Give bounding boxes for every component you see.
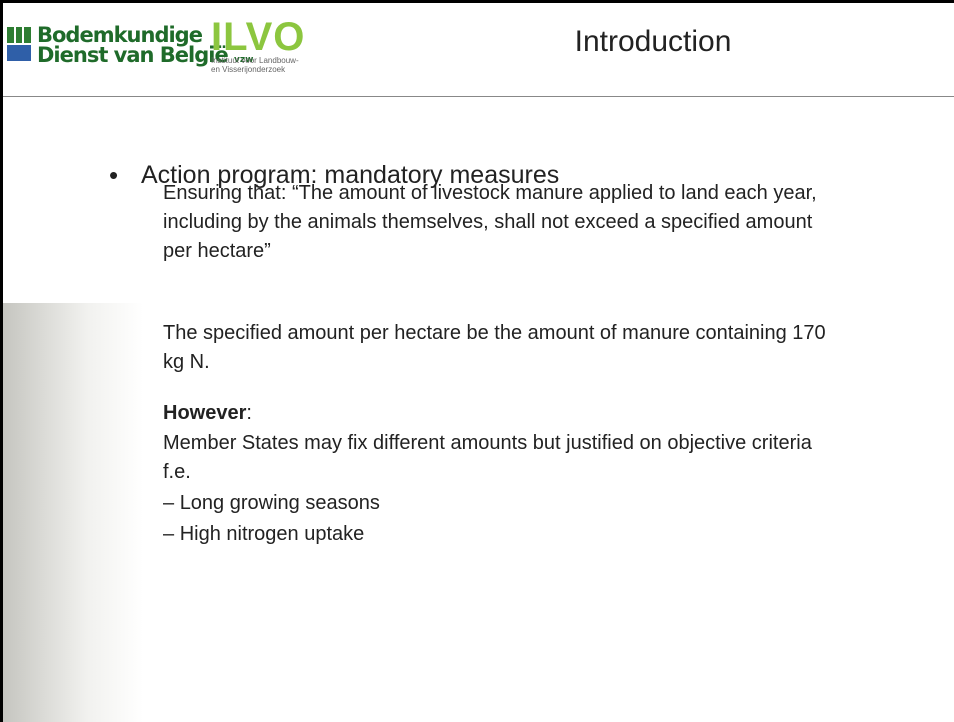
- list-item: – High nitrogen uptake: [163, 520, 843, 549]
- paragraph: However:: [163, 399, 843, 428]
- paragraph: The specified amount per hectare be the …: [163, 319, 843, 377]
- bold-text: However: [163, 402, 246, 424]
- ilvo-subtitle: Instituut voor Landbouw- en Visserijonde…: [211, 56, 299, 74]
- slide-title: Introduction: [483, 25, 823, 59]
- logo-text: Dienst van België: [37, 43, 228, 67]
- background-photo: [3, 303, 143, 722]
- list: – Long growing seasons – High nitrogen u…: [163, 489, 843, 549]
- ilvo-line: Instituut voor Landbouw-: [211, 56, 299, 65]
- bullet-dot: •: [109, 160, 118, 191]
- list-text: High nitrogen uptake: [180, 523, 365, 545]
- list-text: Long growing seasons: [180, 492, 380, 514]
- list-item: – Long growing seasons: [163, 489, 843, 518]
- slide: Bodemkundige Dienst van België vzw ILVO …: [0, 0, 954, 722]
- ilvo-line: en Visserijonderzoek: [211, 65, 299, 74]
- paragraph: Member States may fix different amounts …: [163, 429, 843, 487]
- paragraph: Ensuring that: “The amount of livestock …: [163, 179, 843, 266]
- logo-icon: [5, 25, 35, 65]
- text: :: [246, 402, 252, 424]
- header: Bodemkundige Dienst van België vzw ILVO …: [3, 3, 954, 97]
- ilvo-logo: ILVO: [211, 17, 305, 57]
